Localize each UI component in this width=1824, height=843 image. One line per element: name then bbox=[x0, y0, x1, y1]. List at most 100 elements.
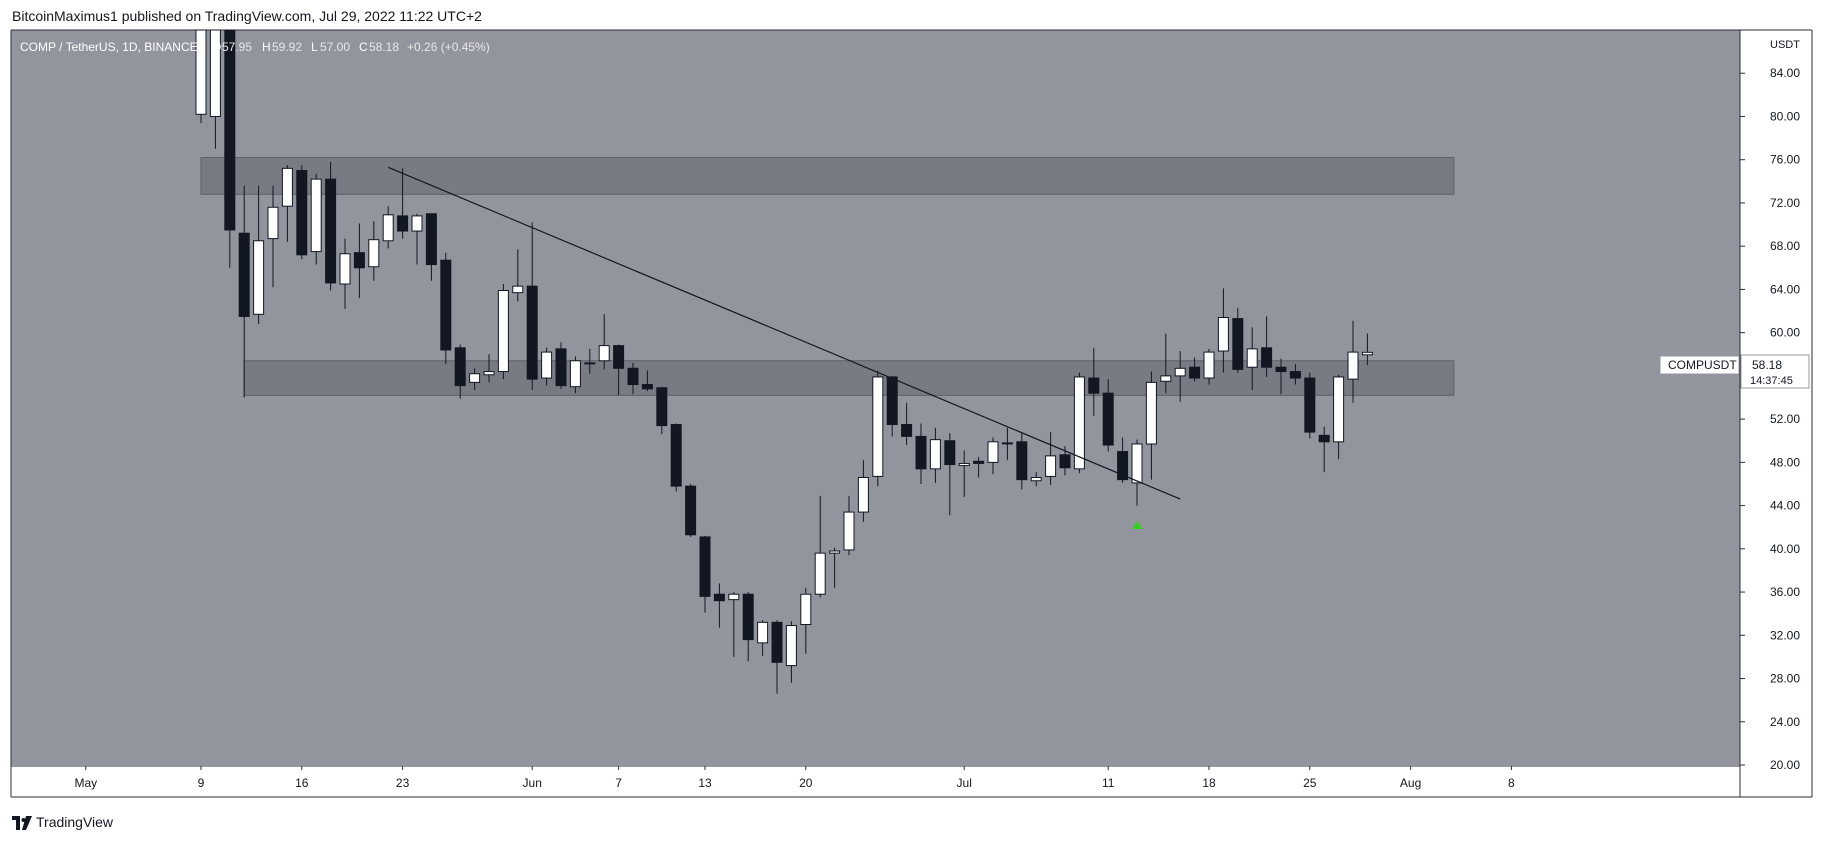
candle-body-bullish bbox=[987, 441, 999, 463]
candle bbox=[1145, 371, 1157, 480]
candle-body-bullish bbox=[728, 593, 740, 601]
candle bbox=[1088, 347, 1100, 416]
candle-body-bearish bbox=[325, 178, 337, 284]
candle bbox=[929, 427, 941, 483]
legend-low-label: L bbox=[311, 40, 318, 54]
candle bbox=[281, 165, 293, 242]
candle-body-bearish bbox=[397, 215, 409, 232]
candle bbox=[1275, 358, 1287, 395]
candle-body-bullish bbox=[843, 511, 855, 551]
candle bbox=[1232, 307, 1244, 373]
candle bbox=[353, 223, 365, 299]
tradingview-logo-icon bbox=[12, 816, 32, 830]
signal-layer bbox=[1132, 521, 1142, 530]
candle-body-bearish bbox=[1102, 392, 1114, 446]
candle bbox=[1030, 472, 1042, 487]
candle-body-bearish bbox=[641, 384, 653, 390]
candle bbox=[209, 29, 221, 149]
candle-body-bullish bbox=[1045, 455, 1057, 477]
candle bbox=[469, 368, 481, 390]
candle bbox=[670, 423, 682, 492]
candle bbox=[526, 222, 538, 390]
candle bbox=[1160, 333, 1172, 394]
bottom-bar: TradingView bbox=[0, 806, 300, 836]
x-tick-label: 9 bbox=[198, 776, 205, 790]
candle-body-bullish bbox=[497, 289, 509, 373]
candle-body-bullish bbox=[368, 239, 380, 268]
x-axis[interactable]: May 9 16 23 Jun 7 13 20 Jul 11 18 25 Aug 8 bbox=[74, 766, 1515, 790]
candle bbox=[325, 161, 337, 291]
candle bbox=[814, 495, 826, 598]
candle-body-bullish bbox=[512, 285, 524, 294]
x-tick-label: 11 bbox=[1102, 776, 1115, 790]
candle bbox=[512, 249, 524, 302]
candle-body-bearish bbox=[353, 252, 365, 269]
candle bbox=[1189, 357, 1201, 382]
candle-body-bullish bbox=[872, 376, 884, 477]
candle-body-bearish bbox=[1117, 451, 1129, 481]
candle-body-bearish bbox=[670, 424, 682, 487]
candle-body-bullish bbox=[1333, 376, 1345, 443]
candle-body-bullish bbox=[195, 29, 207, 115]
price-tag-countdown: 14:37:45 bbox=[1750, 375, 1793, 387]
candle-body-bearish bbox=[973, 460, 985, 464]
candle bbox=[569, 356, 581, 394]
candle bbox=[857, 460, 869, 522]
candle-body-bullish bbox=[1174, 367, 1186, 377]
candle-body-bearish bbox=[886, 376, 898, 426]
resistance-zone-1 bbox=[200, 157, 1455, 195]
price-tag-symbol: COMPUSDT bbox=[1668, 358, 1737, 372]
candle-body-bearish bbox=[1232, 318, 1244, 370]
candle-body-bullish bbox=[411, 215, 423, 232]
candle bbox=[699, 535, 711, 613]
price-tag: COMPUSDT 58.18 14:37:45 bbox=[1659, 354, 1810, 389]
candle bbox=[742, 592, 754, 662]
candle-body-bullish bbox=[829, 550, 841, 554]
candle-body-bullish bbox=[857, 476, 869, 513]
candle bbox=[1045, 432, 1057, 486]
candle bbox=[1304, 372, 1316, 439]
candle-body-bearish bbox=[685, 485, 697, 536]
candle-body-bullish bbox=[569, 360, 581, 388]
candle-body-bullish bbox=[310, 178, 322, 253]
candle-body-bullish bbox=[1347, 351, 1359, 380]
candle bbox=[1203, 348, 1215, 385]
candle bbox=[713, 583, 725, 628]
legend-low-value: 57.00 bbox=[320, 40, 350, 54]
legend-symbol: COMP / TetherUS, 1D, BINANCE bbox=[20, 40, 198, 54]
candle-body-bullish bbox=[1217, 317, 1229, 352]
candle-body-bullish bbox=[1203, 351, 1215, 379]
candle bbox=[771, 620, 783, 694]
candle-body-bearish bbox=[1289, 371, 1301, 379]
candle bbox=[886, 375, 898, 437]
candle bbox=[238, 185, 250, 398]
y-tick-label: 84.00 bbox=[1770, 66, 1800, 80]
y-tick-label: 32.00 bbox=[1770, 628, 1800, 642]
candle bbox=[555, 342, 567, 389]
candle bbox=[641, 370, 653, 392]
ohlc-legend: COMP / TetherUS, 1D, BINANCE O 57.95 H 5… bbox=[20, 40, 490, 54]
candle bbox=[1001, 427, 1013, 461]
candle-body-bearish bbox=[1016, 441, 1028, 481]
candle bbox=[598, 314, 610, 370]
candle bbox=[656, 386, 668, 435]
legend-open-value: 57.95 bbox=[222, 40, 252, 54]
candle bbox=[339, 238, 351, 309]
candle-body-bearish bbox=[901, 424, 913, 437]
x-tick-label: May bbox=[74, 776, 97, 790]
candle-body-bullish bbox=[339, 253, 351, 285]
price-tag-value: 58.18 bbox=[1752, 358, 1782, 372]
price-tag-symbol-box bbox=[1659, 355, 1740, 375]
candle-body-bearish bbox=[944, 440, 956, 466]
candle-body-bullish bbox=[1131, 443, 1143, 484]
candle-body-bearish bbox=[656, 387, 668, 427]
resistance-zone-2 bbox=[243, 360, 1455, 396]
candle-body-bearish bbox=[699, 536, 711, 597]
candle bbox=[440, 252, 452, 364]
candle bbox=[1318, 426, 1330, 473]
candle-body-bearish bbox=[440, 259, 452, 351]
candle bbox=[627, 362, 639, 395]
y-tick-label: 36.00 bbox=[1770, 585, 1800, 599]
